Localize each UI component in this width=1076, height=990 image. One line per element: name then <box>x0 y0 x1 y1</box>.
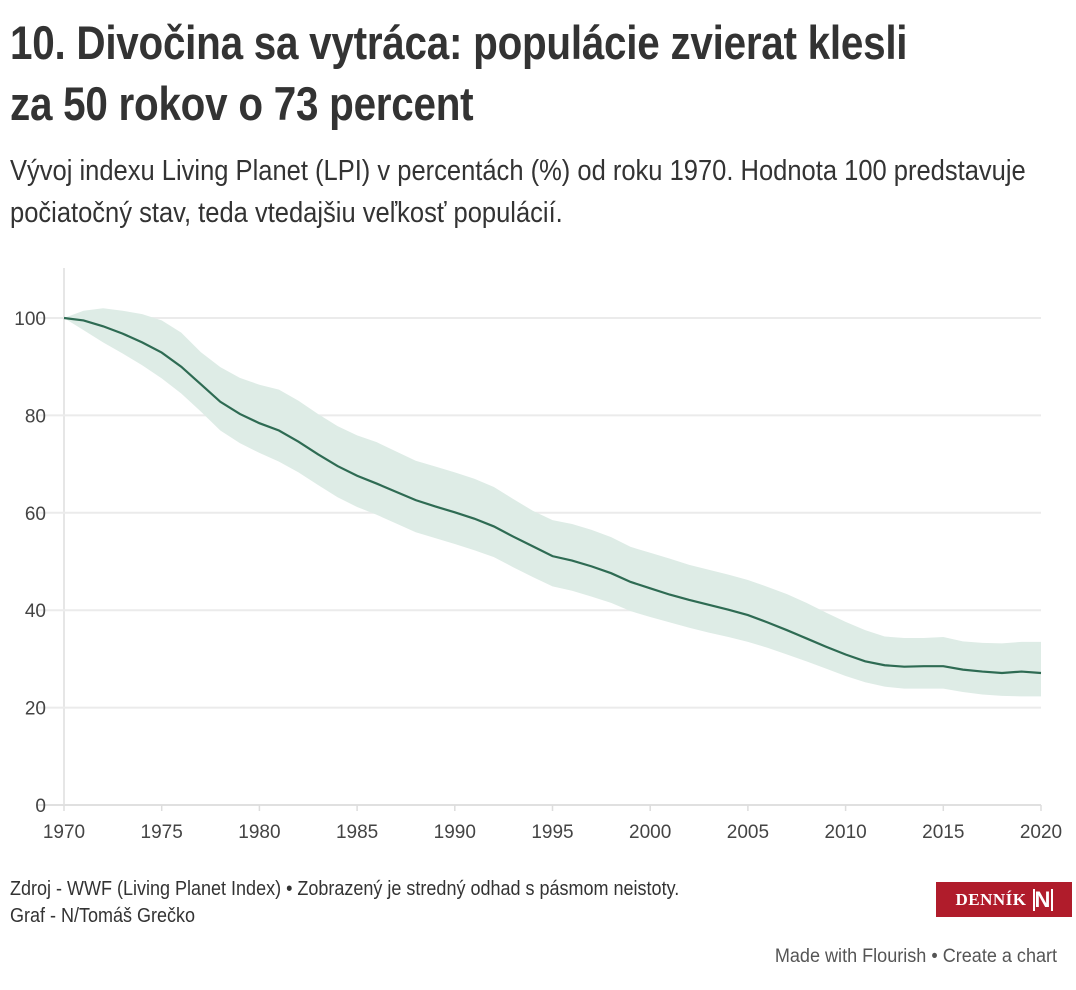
logo-n-mark: N <box>1032 886 1053 912</box>
x-axis-ticks: 1970 1975 1980 1985 1990 1995 2000 2005 2010 2015… <box>43 822 1062 843</box>
y-axis-ticks: 0 20 40 60 80 100 <box>14 309 46 817</box>
dennik-n-logo: DENNÍK N <box>936 882 1072 917</box>
author-note: Graf - N/Tomáš Grečko <box>10 905 196 927</box>
y-tick-label: 20 <box>25 699 46 720</box>
y-tick-label: 0 <box>35 796 46 817</box>
y-tick-label: 60 <box>25 504 46 525</box>
logo-text: DENNÍK <box>955 889 1027 909</box>
x-tick-label: 2010 <box>824 822 866 843</box>
x-tick-label: 2000 <box>629 822 671 843</box>
footer: Zdroj - WWF (Living Planet Index) • Zobr… <box>10 876 820 930</box>
made-with-flourish-link[interactable]: Made with Flourish <box>774 946 927 967</box>
x-tick-label: 1995 <box>531 822 573 843</box>
uncertainty-band <box>64 308 1041 697</box>
x-tick-label: 1980 <box>238 822 280 843</box>
create-chart-link[interactable]: Create a chart <box>942 946 1057 967</box>
x-tick-label: 2020 <box>1020 822 1062 843</box>
x-tick-label: 1985 <box>336 822 378 843</box>
gridlines <box>36 268 1042 811</box>
y-tick-label: 40 <box>25 601 46 622</box>
x-tick-label: 1975 <box>141 822 183 843</box>
chart-subtitle: Vývoj indexu Living Planet (LPI) v perce… <box>10 155 1026 229</box>
line-chart: 0 20 40 60 80 100 1970 1975 1980 1985 1990 1995 200… <box>14 268 1062 843</box>
y-tick-label: 100 <box>14 309 46 330</box>
lpi-line <box>63 316 1042 675</box>
chart-title: 10. Divočina sa vytráca: populácie zvier… <box>10 16 908 130</box>
y-tick-label: 80 <box>25 406 46 427</box>
x-tick-label: 1990 <box>434 822 476 843</box>
x-tick-label: 2015 <box>922 822 964 843</box>
credit-separator: • <box>926 946 943 967</box>
flourish-credit: Made with Flourish • Create a chart <box>775 946 1057 968</box>
x-tick-label: 1970 <box>43 822 85 843</box>
x-tick-label: 2005 <box>727 822 769 843</box>
source-note: Zdroj - WWF (Living Planet Index) • Zobr… <box>10 878 680 900</box>
